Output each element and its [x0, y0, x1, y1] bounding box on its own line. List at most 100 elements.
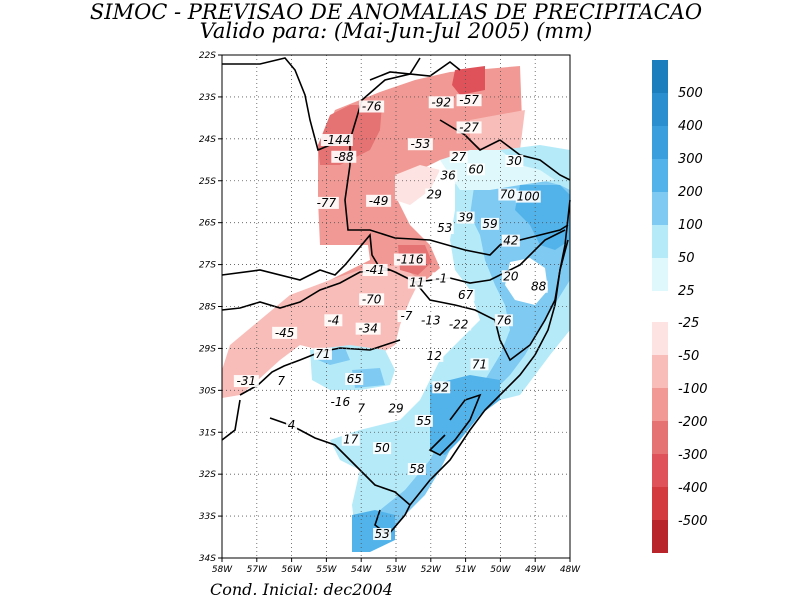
contour-label-bg [494, 314, 513, 327]
contour-label: -76 [362, 99, 382, 113]
contour-label-bg [515, 190, 541, 203]
contour-label-bg [272, 326, 298, 339]
lon-label: 51W [455, 565, 476, 575]
neg-light-2 [470, 110, 525, 155]
contour-label-bg [362, 263, 388, 276]
contour-label: -22 [449, 317, 469, 331]
lat-label: 27S [199, 261, 216, 271]
contour-label-bg [470, 358, 489, 371]
contour-label: 17 [343, 433, 359, 447]
contour-label: -7 [400, 309, 412, 323]
contour-label: 53 [374, 527, 389, 541]
contour-label-bg [498, 188, 517, 201]
contour-label: 42 [503, 234, 518, 248]
contour-label-bg [320, 134, 353, 147]
colorbar-swatch [652, 454, 668, 487]
lon-label: 54W [351, 565, 372, 575]
lat-label: 33S [199, 512, 216, 522]
colorbar-swatch [652, 258, 668, 291]
colorbar-swatch [652, 159, 668, 192]
contour-label-bg [456, 121, 482, 134]
contour-label: 65 [347, 372, 362, 386]
colorbar-swatch [652, 93, 668, 126]
contour-label-bg [233, 375, 259, 388]
border-sc-north [439, 119, 501, 151]
colorbar-swatch [652, 520, 668, 553]
contour-label-bg [359, 293, 385, 306]
contour-label: 27 [451, 150, 467, 164]
contour-label-bg [359, 100, 385, 113]
neg-light-1 [395, 165, 440, 205]
contour-label: 7 [277, 374, 285, 388]
contour-label-bg [425, 188, 444, 201]
colorbar-label: -25 [678, 316, 699, 331]
contour-label-bg [425, 349, 444, 362]
contour-label: 7 [357, 401, 365, 415]
contour-label: 71 [472, 357, 487, 371]
contour-label-bg [355, 402, 367, 415]
contour-label-bg [432, 272, 451, 285]
contour-label: 4 [288, 418, 296, 432]
contour-label: -57 [459, 93, 479, 107]
contour-label-bg [432, 381, 451, 394]
lat-label: 24S [199, 135, 216, 145]
contour-label-bg [373, 528, 392, 541]
contour-label-bg [501, 270, 520, 283]
contour-label: 59 [482, 217, 497, 231]
contour-label: -77 [317, 196, 337, 210]
lat-label: 30S [199, 386, 216, 396]
border-uruguay [239, 339, 401, 396]
contour-label: -144 [323, 133, 350, 147]
neutral-gap [505, 258, 548, 305]
colorbar-label: 25 [678, 284, 695, 299]
colorbar-label: 500 [678, 86, 703, 101]
colorbar: 500 400 300 200 100 50 25 -25 -50 -100 -200 -300 -40… [652, 60, 708, 553]
contour-label: -70 [362, 292, 382, 306]
colorbar-label: 400 [678, 119, 703, 134]
colorbar-label: -500 [678, 514, 708, 529]
lat-label: 22S [199, 51, 216, 61]
contour-label-bg [355, 322, 381, 335]
colorbar-swatch [652, 487, 668, 520]
colorbar-label: 300 [678, 152, 703, 167]
contour-label-bg [456, 289, 475, 302]
contour-label: -45 [275, 326, 295, 340]
lat-label: 31S [199, 428, 216, 438]
contour-label: 55 [416, 414, 431, 428]
coastline-south [409, 199, 571, 506]
contour-label: 30 [507, 154, 523, 168]
contour-label-bg [331, 150, 357, 163]
contour-label: 71 [315, 347, 330, 361]
contour-label-bg [407, 138, 433, 151]
contour-label-bg [505, 154, 524, 167]
contour-label: -116 [396, 252, 424, 266]
contour-label: 67 [458, 288, 474, 302]
colorbar-swatch [652, 388, 668, 421]
lon-label: 52W [421, 565, 442, 575]
contour-label-bg [456, 94, 482, 107]
colorbar-label: -50 [678, 349, 699, 364]
lat-label: 29S [199, 344, 216, 354]
contour-label: -31 [237, 374, 257, 388]
contour-label-bg [366, 194, 392, 207]
colorbar-swatch [652, 126, 668, 159]
map-subtitle: Valido para: (Mai-Jun-Jul 2005) (mm) [199, 19, 593, 43]
lat-label: 26S [199, 219, 216, 229]
contour-label-bg [313, 196, 339, 209]
colorbar-label: 50 [678, 251, 695, 266]
contour-label-bg [467, 163, 486, 176]
colorbar-label: -300 [678, 448, 708, 463]
border-coast-north [499, 139, 571, 181]
contour-label-bg [446, 318, 472, 331]
contour-label-bg [435, 222, 454, 235]
contour-label-bg [341, 433, 360, 446]
colorbar-label: 200 [678, 185, 703, 200]
contour-label-bg [449, 150, 468, 163]
contour-label-bg [407, 463, 426, 476]
lagoa-dos-patos [428, 393, 482, 456]
contour-label-bg [480, 217, 499, 230]
contour-label: -13 [421, 313, 441, 327]
contour-label-bg [428, 96, 454, 109]
lon-label: 55W [316, 565, 337, 575]
initial-condition-label: Cond. Inicial: dec2004 [210, 580, 393, 599]
